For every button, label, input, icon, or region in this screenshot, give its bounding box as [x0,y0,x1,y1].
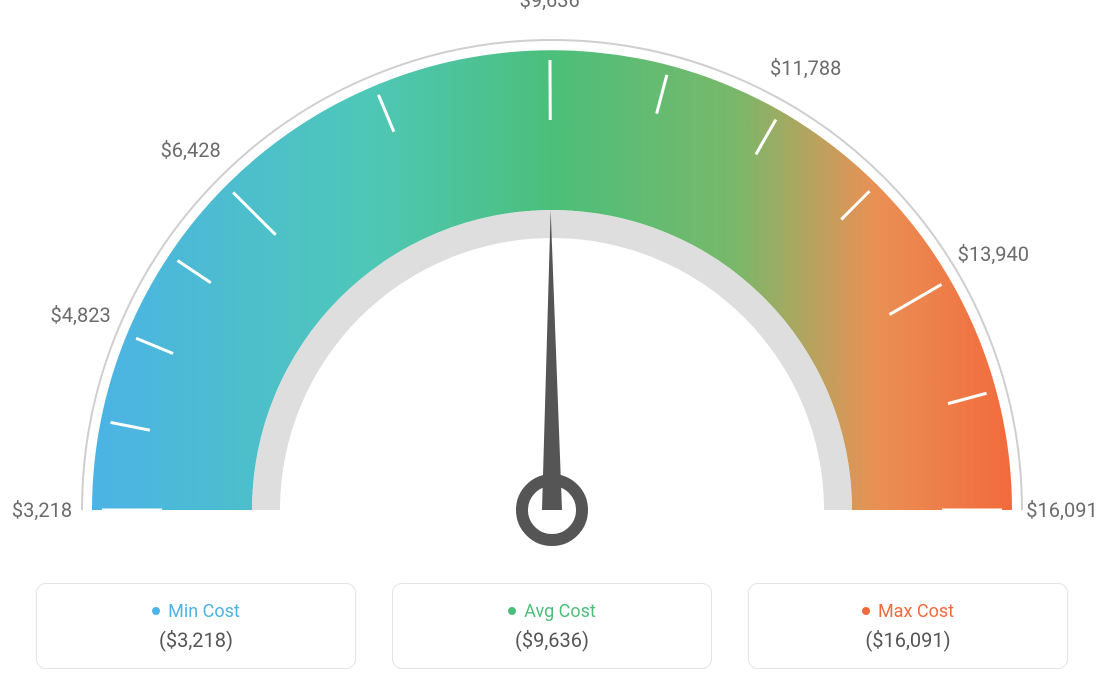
gauge-label: $6,428 [161,138,221,162]
cost-card-avg: Avg Cost ($9,636) [392,583,712,669]
gauge-label: $16,091 [1026,498,1097,522]
card-label: Avg Cost [524,601,596,622]
gauge-label: $3,218 [12,498,72,522]
gauge-label: $11,788 [770,56,841,80]
gauge-label: $4,823 [51,303,111,327]
legend-dot [508,607,516,615]
card-value: ($16,091) [865,628,950,652]
card-label: Min Cost [168,601,240,622]
legend-dot [862,607,870,615]
card-label: Max Cost [878,601,954,622]
card-value: ($9,636) [515,628,589,652]
card-value: ($3,218) [159,628,233,652]
cost-card-max: Max Cost ($16,091) [748,583,1068,669]
cost-card-min: Min Cost ($3,218) [36,583,356,669]
gauge-needle [542,210,562,510]
gauge-label: $9,636 [520,0,580,12]
legend-dot [152,607,160,615]
cost-gauge-container: $3,218 $4,823 $6,428 $9,636 $11,788 $13,940 $1… [0,0,1104,690]
gauge-label: $13,940 [958,242,1029,266]
